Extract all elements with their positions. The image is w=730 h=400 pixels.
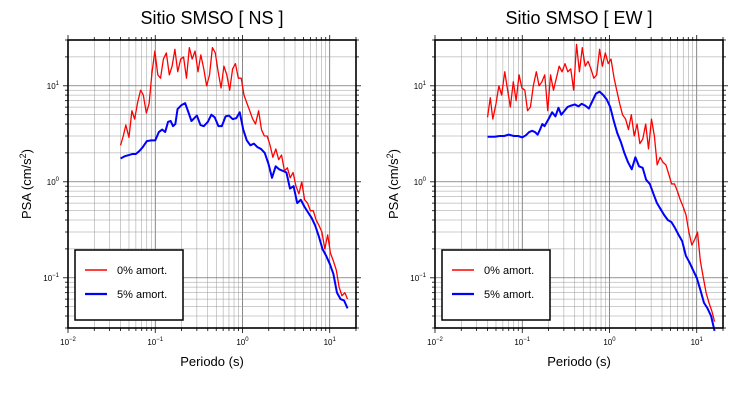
x-tick-label: 100 <box>603 337 616 347</box>
legend-label-1: 5% amort. <box>484 289 534 301</box>
y-axis-label: PSA (cm/s2) <box>385 149 401 219</box>
axes-frame <box>67 39 357 329</box>
series-line-0 <box>119 46 349 300</box>
series-line-1 <box>120 102 349 309</box>
x-tick-label: 100 <box>236 337 249 347</box>
x-tick-label: 101 <box>691 337 704 347</box>
legend-box <box>74 249 184 321</box>
chart-panel-0: 10−2 10−1 100 101 10−1 100 101 Sitio SMSO [ NS … <box>18 8 361 369</box>
legend: 0% amort. 5% amort. <box>74 249 184 321</box>
legend-label-1: 5% amort. <box>117 289 167 301</box>
chart-panel-1: 10−2 10−1 100 101 10−1 100 101 Sitio SMSO [ EW … <box>385 8 728 369</box>
x-tick-label: 10−1 <box>514 337 530 347</box>
x-axis-label: Periodo (s) <box>180 354 244 369</box>
legend-box <box>441 249 551 321</box>
y-tick-label: 101 <box>414 81 427 91</box>
axes-frame <box>434 39 724 329</box>
x-tick-label: 10−2 <box>60 337 76 347</box>
chart-title: Sitio SMSO [ NS ] <box>140 8 283 28</box>
chart-title: Sitio SMSO [ EW ] <box>505 8 652 28</box>
y-tick-label: 10−1 <box>43 273 59 283</box>
y-tick-label: 10−1 <box>410 273 426 283</box>
legend-label-0: 0% amort. <box>484 265 534 277</box>
legend: 0% amort. 5% amort. <box>441 249 551 321</box>
x-tick-label: 10−1 <box>147 337 163 347</box>
y-tick-label: 100 <box>414 177 427 187</box>
x-tick-label: 101 <box>324 337 337 347</box>
y-tick-label: 100 <box>47 177 60 187</box>
tick-marks <box>430 35 728 333</box>
series-line-1 <box>487 90 716 332</box>
y-tick-label: 101 <box>47 81 60 91</box>
series-line-0 <box>486 43 716 322</box>
legend-label-0: 0% amort. <box>117 265 167 277</box>
x-axis-label: Periodo (s) <box>547 354 611 369</box>
x-tick-label: 10−2 <box>427 337 443 347</box>
tick-marks <box>63 35 361 333</box>
y-axis-label: PSA (cm/s2) <box>18 149 34 219</box>
